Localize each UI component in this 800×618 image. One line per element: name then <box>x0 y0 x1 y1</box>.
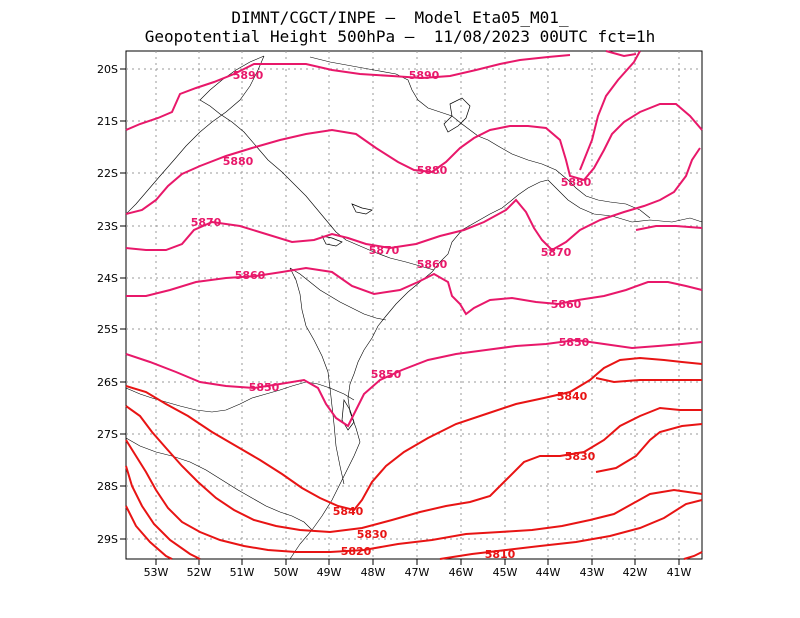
border-sc-rs <box>125 381 355 413</box>
lat-label: 27S <box>97 428 118 441</box>
contour-5870 <box>635 225 703 231</box>
water-features <box>321 97 471 431</box>
contour-5830 <box>125 405 702 534</box>
border-argentina <box>289 267 345 485</box>
contour-label: 5850 <box>249 381 280 394</box>
contour-label: 5890 <box>409 69 440 82</box>
contour-label: 5880 <box>223 155 254 168</box>
contour-5870 <box>125 147 701 252</box>
contour-label: 5880 <box>561 176 592 189</box>
contour-label: 5850 <box>371 368 402 381</box>
contour-label: 5870 <box>191 216 222 229</box>
border-sp-pr <box>199 99 435 271</box>
lon-label: 53W <box>144 566 169 579</box>
contour-5800 <box>125 505 173 560</box>
lon-label: 41W <box>667 566 692 579</box>
contour-label: 5890 <box>233 69 264 82</box>
lon-label: 42W <box>623 566 648 579</box>
contour-label: 5810 <box>485 548 516 561</box>
title-line-2: Geopotential Height 500hPa – 11/08/2023 … <box>144 27 656 46</box>
contour-label: 5860 <box>551 298 582 311</box>
contour-label: 5850 <box>559 336 590 349</box>
lon-label: 43W <box>580 566 605 579</box>
lon-label: 52W <box>187 566 212 579</box>
border-pr-sc <box>289 267 387 321</box>
contour-5890 <box>605 50 637 58</box>
contour-label: 5840 <box>333 505 364 518</box>
contour-label: 5880 <box>417 164 448 177</box>
contour-5840 <box>125 356 703 512</box>
contour-5820 <box>125 439 703 553</box>
contour-label: 5820 <box>341 545 372 558</box>
contour-5860 <box>126 266 703 316</box>
lat-label: 23S <box>97 220 118 233</box>
title-line-1: DIMNT/CGCT/INPE – Model Eta05_M01_ <box>231 8 569 27</box>
grid-lines <box>126 51 702 559</box>
border-rj-mg <box>497 145 651 219</box>
contour-5830 <box>595 423 703 473</box>
contour-5810 <box>439 499 703 560</box>
contour-label: 5830 <box>357 528 388 541</box>
contour-label: 5870 <box>369 244 400 257</box>
coastline-and-borders <box>125 55 703 560</box>
lat-label: 21S <box>97 115 118 128</box>
map-frame <box>125 50 703 560</box>
lat-label: 29S <box>97 533 118 546</box>
lon-label: 47W <box>405 566 430 579</box>
lat-label: 28S <box>97 480 118 493</box>
contour-5850 <box>125 338 703 428</box>
lon-label: 46W <box>449 566 474 579</box>
lagoon <box>341 398 355 431</box>
river-parana <box>125 55 265 215</box>
lon-label: 51W <box>230 566 255 579</box>
contour-label: 5830 <box>565 450 596 463</box>
lake <box>321 235 343 247</box>
lon-label: 48W <box>361 566 386 579</box>
contour-5890 <box>125 54 571 131</box>
border-uruguay <box>125 437 313 531</box>
contour-5880 <box>125 103 703 215</box>
lat-label: 24S <box>97 272 118 285</box>
lat-label: 20S <box>97 63 118 76</box>
lat-label: 22S <box>97 167 118 180</box>
contour-5840 <box>595 377 702 384</box>
lon-label: 44W <box>536 566 561 579</box>
lon-label: 50W <box>274 566 299 579</box>
contour-label: 5870 <box>541 246 572 259</box>
lon-label: 45W <box>493 566 518 579</box>
lon-label: 49W <box>317 566 342 579</box>
contour-label: 5840 <box>557 390 588 403</box>
contour-5800 <box>683 551 703 560</box>
contour-5880 <box>579 50 641 171</box>
contour-label: 5860 <box>235 269 266 282</box>
lat-label: 26S <box>97 376 118 389</box>
lake <box>351 203 373 215</box>
axis-ticks <box>120 68 680 565</box>
contour-label: 5860 <box>417 258 448 271</box>
map-title: DIMNT/CGCT/INPE – Model Eta05_M01_ Geopo… <box>0 8 800 46</box>
border-mg-sp <box>309 56 499 147</box>
coastline <box>289 179 703 560</box>
lake <box>443 97 471 133</box>
contour-5810 <box>125 465 201 560</box>
lat-label: 25S <box>97 323 118 336</box>
